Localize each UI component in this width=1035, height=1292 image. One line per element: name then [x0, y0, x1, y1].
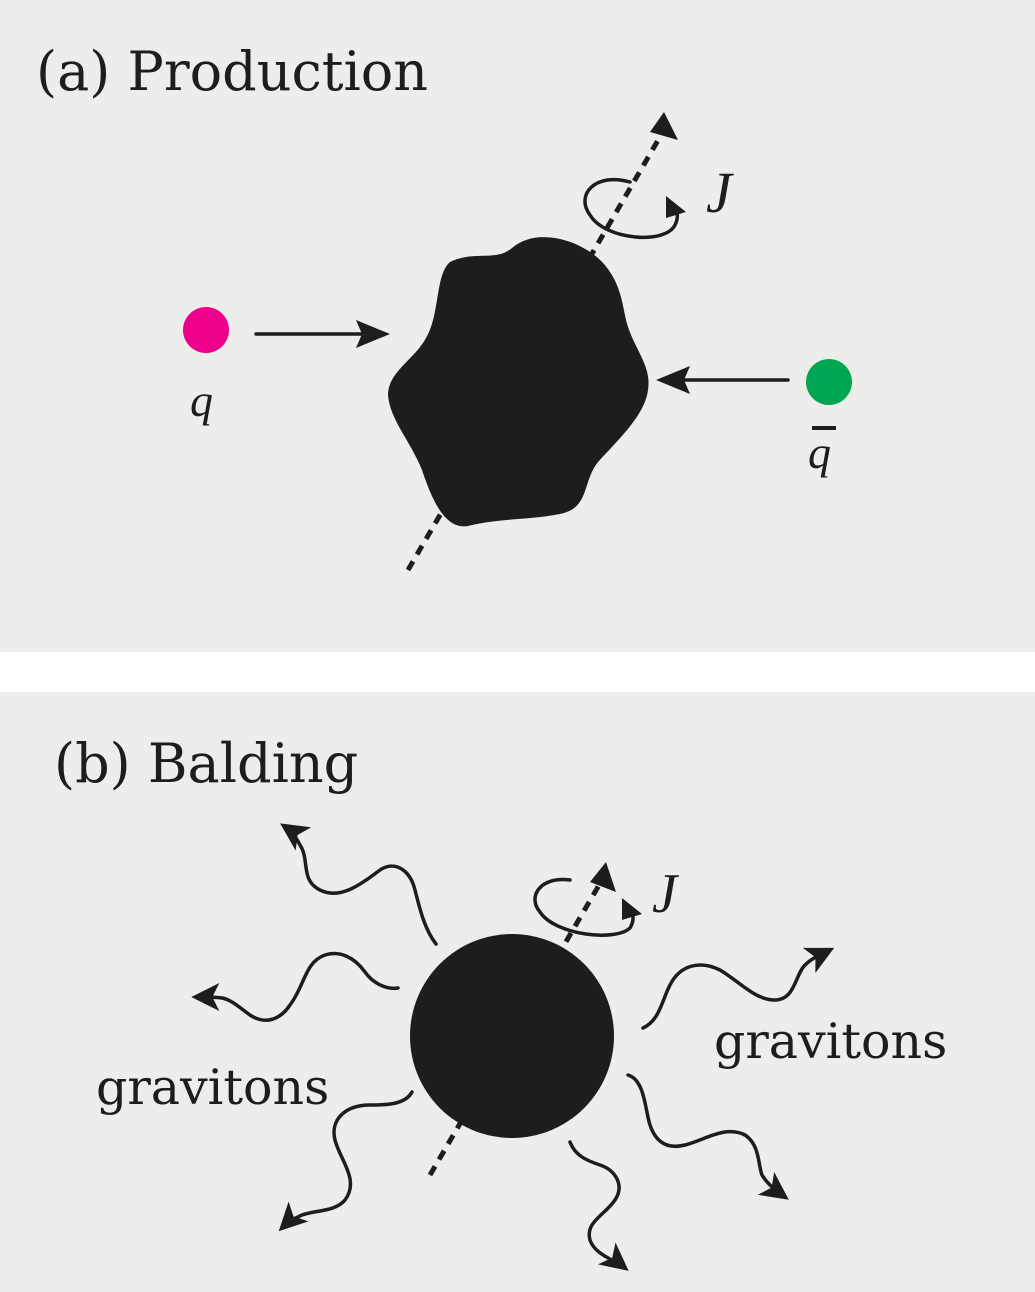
graviton-bottom [568, 1140, 629, 1271]
antiquark-label: q [808, 427, 831, 478]
gravitons-label-left: gravitons [96, 1059, 329, 1116]
graviton-lower-left [278, 1090, 414, 1232]
graviton-right [641, 947, 835, 1030]
spin-axis-b-arrowhead [590, 862, 616, 892]
spin-label-b: J [652, 863, 680, 925]
rotation-arrow-a-head [666, 196, 686, 218]
rotation-arrow-a [583, 177, 680, 239]
quark-arrowhead [356, 320, 390, 348]
spin-label-a: J [706, 160, 735, 225]
black-hole-blob [388, 237, 649, 527]
quark-dot [183, 307, 229, 353]
graviton-upper-left [280, 823, 438, 946]
graviton-left [191, 951, 400, 1022]
panel-a-title: (a) Production [36, 40, 428, 103]
gravitons-label-right: gravitons [714, 1013, 947, 1070]
antiquark-arrowhead [656, 366, 690, 394]
panel-b-title: (b) Balding [54, 732, 358, 795]
spin-axis-a-arrowhead [650, 112, 678, 140]
rotation-arrow-b-head [622, 898, 642, 920]
rotation-arrow-b [533, 877, 635, 937]
quark-label: q [190, 375, 213, 426]
graviton-lower-right [626, 1073, 789, 1200]
black-hole [410, 934, 614, 1138]
antiquark-dot [806, 359, 852, 405]
